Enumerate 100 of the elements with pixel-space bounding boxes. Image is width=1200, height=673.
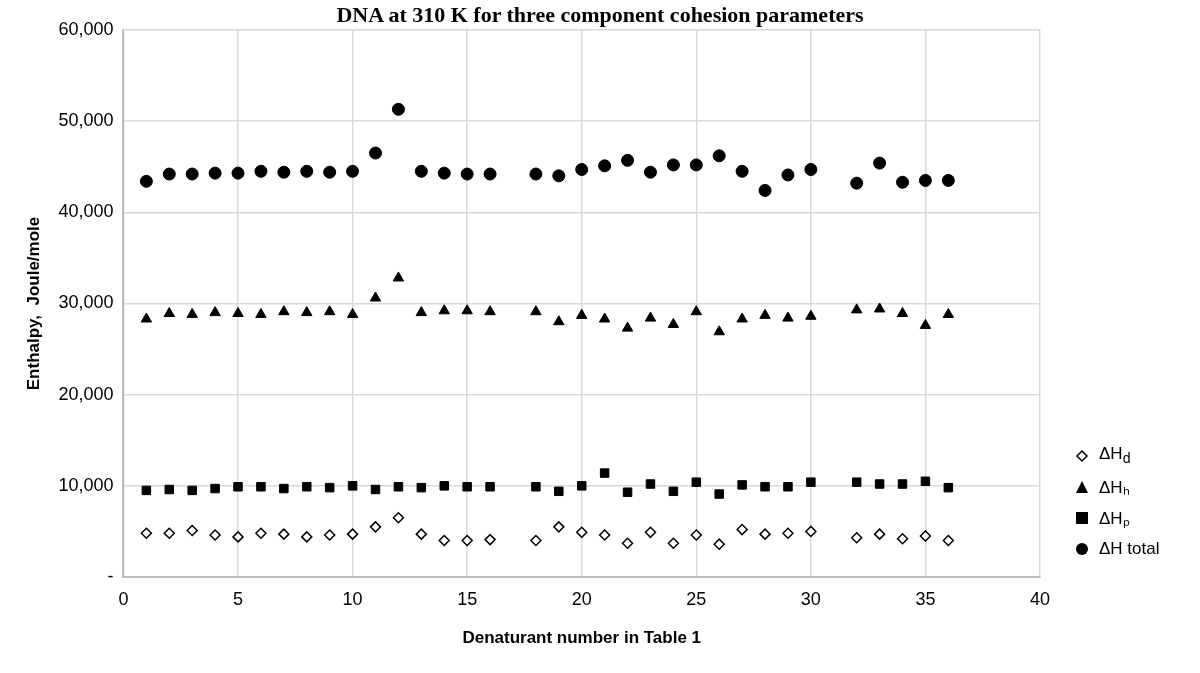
y-axis-title: Enthalpy, Joule/mole xyxy=(23,216,43,391)
point xyxy=(185,167,199,181)
point xyxy=(484,533,496,546)
point xyxy=(713,538,725,550)
point xyxy=(575,162,589,176)
point xyxy=(392,271,405,282)
point xyxy=(278,528,290,540)
point xyxy=(760,482,770,492)
point xyxy=(666,158,680,172)
point xyxy=(621,153,635,167)
point xyxy=(942,307,955,318)
point xyxy=(232,531,244,543)
point xyxy=(805,525,817,538)
point xyxy=(301,306,313,317)
point xyxy=(644,311,657,322)
point xyxy=(301,531,313,543)
point xyxy=(437,166,451,180)
point xyxy=(919,318,932,329)
point xyxy=(713,325,725,336)
point xyxy=(370,484,381,495)
point xyxy=(919,530,932,542)
x-tick-label: 25 xyxy=(686,588,707,609)
point xyxy=(531,482,541,492)
y-tick-label: 10,000 xyxy=(58,474,114,495)
legend-label: ΔH total xyxy=(1099,538,1160,559)
legend-label: ΔHₕ xyxy=(1099,477,1130,498)
point xyxy=(873,528,886,540)
point xyxy=(598,159,612,173)
point xyxy=(485,482,495,492)
point xyxy=(187,485,197,496)
point xyxy=(621,321,634,332)
point xyxy=(369,291,382,302)
point xyxy=(393,482,404,492)
point xyxy=(942,534,955,547)
point xyxy=(210,483,220,494)
point xyxy=(781,168,795,182)
point xyxy=(714,489,724,499)
point xyxy=(643,165,657,179)
point xyxy=(737,480,747,490)
point xyxy=(391,102,405,116)
point xyxy=(667,317,680,328)
point xyxy=(804,162,818,176)
point xyxy=(279,483,289,494)
x-tick-label: 30 xyxy=(800,588,821,609)
point xyxy=(918,173,932,187)
point xyxy=(873,302,886,313)
y-tick-label: 60,000 xyxy=(58,18,114,39)
point xyxy=(530,305,542,316)
point xyxy=(941,173,955,187)
point xyxy=(575,526,588,539)
point xyxy=(759,308,771,319)
point xyxy=(460,167,474,181)
legend-label: ΔH$_{d}$ xyxy=(1099,444,1131,467)
x-tick-label: 35 xyxy=(915,588,936,609)
point xyxy=(139,174,153,188)
point xyxy=(850,176,864,190)
point xyxy=(302,482,312,492)
point xyxy=(438,304,450,315)
point xyxy=(255,307,267,318)
point xyxy=(850,532,863,544)
point xyxy=(462,482,472,492)
point xyxy=(758,183,772,197)
y-tick-label: - xyxy=(107,565,114,586)
point xyxy=(140,527,153,539)
point xyxy=(759,528,771,540)
point xyxy=(323,165,337,179)
point xyxy=(209,529,221,541)
point xyxy=(323,305,336,316)
point xyxy=(438,534,450,547)
point xyxy=(140,312,153,323)
point xyxy=(553,521,565,533)
point xyxy=(278,305,290,316)
point xyxy=(553,315,565,326)
x-tick-label: 40 xyxy=(1029,588,1051,609)
point xyxy=(461,304,473,315)
point xyxy=(233,482,243,492)
point xyxy=(162,167,176,181)
point xyxy=(484,305,496,316)
legend-label: ΔHₚ xyxy=(1099,508,1130,529)
point xyxy=(530,534,542,547)
point xyxy=(324,482,335,493)
y-tick-label: 30,000 xyxy=(58,292,114,313)
point xyxy=(209,306,221,317)
point xyxy=(256,482,266,492)
point xyxy=(255,527,267,539)
point xyxy=(667,537,680,550)
point xyxy=(736,312,748,323)
point xyxy=(346,164,360,178)
point xyxy=(554,486,564,497)
point xyxy=(232,307,244,318)
point xyxy=(186,524,198,537)
point xyxy=(439,481,449,491)
point xyxy=(552,169,566,183)
point xyxy=(346,307,359,318)
point xyxy=(874,479,885,489)
point xyxy=(644,526,657,539)
point xyxy=(164,484,175,495)
point xyxy=(897,479,908,489)
point xyxy=(483,167,497,181)
point xyxy=(163,307,175,318)
